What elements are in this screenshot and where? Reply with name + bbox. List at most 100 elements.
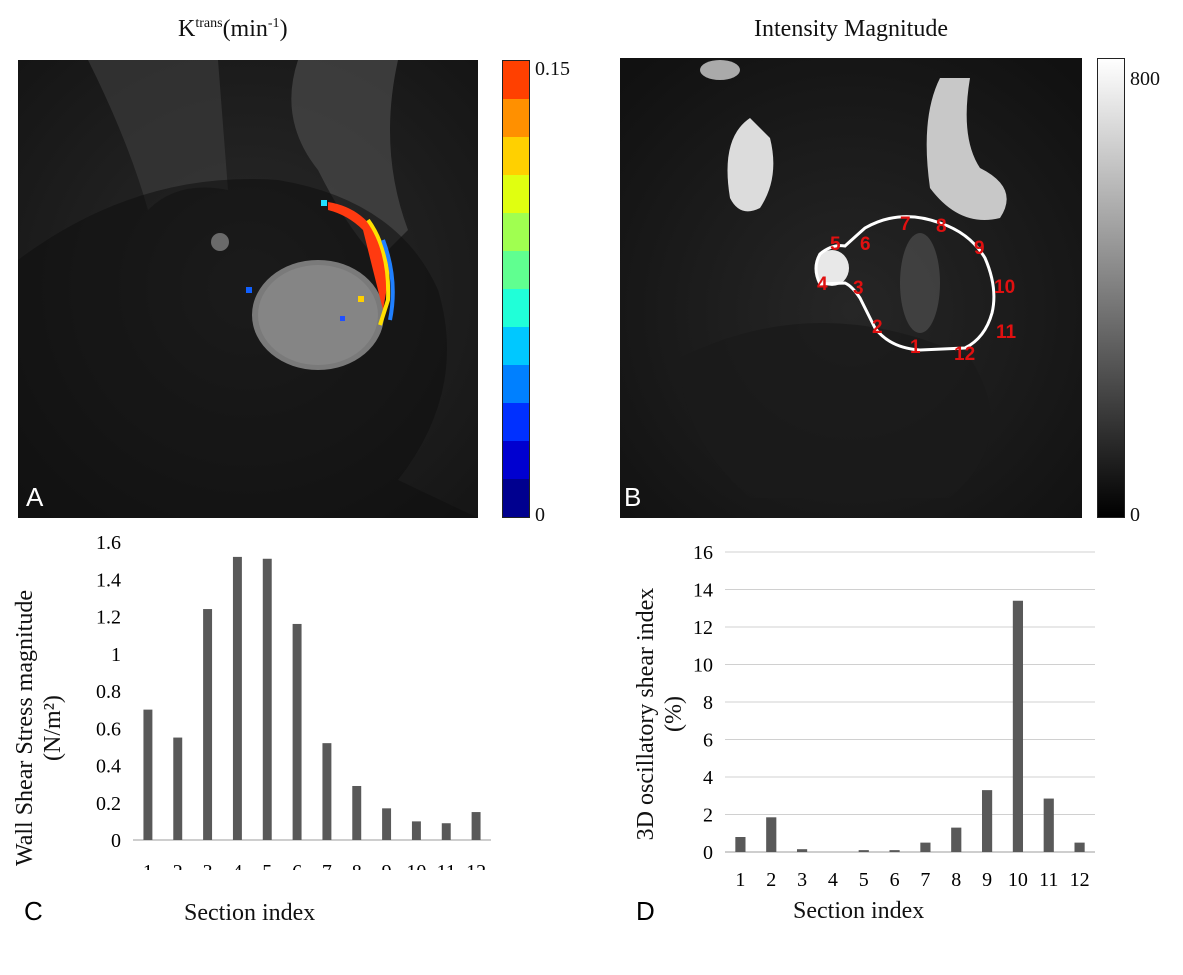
bar: [352, 785, 362, 840]
y-tick-label: 1.4: [96, 569, 121, 591]
panel-b-letter: B: [624, 482, 642, 512]
section-label: 1: [910, 337, 921, 358]
bar: [173, 737, 183, 840]
intensity-colorbar: [1097, 58, 1125, 518]
bar: [322, 743, 332, 840]
section-label: 5: [830, 234, 841, 255]
bar: [951, 827, 962, 852]
y-tick-label: 6: [703, 730, 713, 752]
bar: [889, 850, 900, 852]
x-tick-label: 8: [352, 861, 362, 870]
bar: [441, 823, 451, 840]
y-tick-label: 0.4: [96, 756, 121, 778]
section-label: 3: [853, 278, 864, 299]
colorbar-segment: [503, 327, 529, 365]
bar: [411, 821, 421, 840]
y-tick-label: 0.8: [96, 681, 121, 703]
y-tick-label: 8: [703, 692, 713, 714]
intensity-magnitude-image: 1 2 3 4 5 6 7 8 9 10 11 12: [620, 58, 1082, 518]
x-tick-label: 1: [735, 869, 745, 891]
section-label: 2: [872, 317, 883, 338]
y-tick-label: 0: [111, 830, 121, 852]
bar: [981, 790, 993, 852]
x-tick-label: 3: [203, 861, 213, 870]
y-tick-label: 0.6: [96, 718, 121, 740]
chart-c-ylabel: Wall Shear Stress magnitude (N/m²): [12, 590, 66, 867]
bar: [203, 609, 213, 840]
y-tick-label: 16: [693, 542, 713, 564]
bar: [471, 812, 481, 840]
y-tick-label: 10: [693, 655, 713, 677]
x-tick-label: 2: [173, 861, 183, 870]
x-tick-label: 8: [951, 869, 961, 891]
section-label: 4: [817, 274, 828, 295]
y-tick-label: 12: [693, 617, 713, 639]
bar: [143, 709, 153, 840]
bar: [858, 850, 869, 852]
y-tick-label: 14: [693, 580, 713, 602]
bar: [735, 837, 746, 852]
colorbar-segment: [503, 403, 529, 441]
y-tick-label: 0.2: [96, 793, 121, 815]
chart-c-xlabel: Section index: [184, 900, 316, 926]
bar: [232, 556, 242, 840]
x-tick-label: 6: [890, 869, 900, 891]
x-tick-label: 10: [1008, 869, 1028, 891]
colorbar-segment: [503, 175, 529, 213]
y-tick-label: 1.6: [96, 532, 121, 554]
x-tick-label: 7: [322, 861, 332, 870]
panel-a-letter: A: [26, 482, 44, 512]
colorbar-segment: [503, 365, 529, 403]
intensity-colorbar-min: 0: [1130, 504, 1140, 526]
x-tick-label: 6: [292, 861, 302, 870]
colorbar-segment: [503, 99, 529, 137]
colorbar-segment: [503, 213, 529, 251]
bar: [1074, 842, 1085, 852]
bar: [766, 817, 777, 852]
x-tick-label: 5: [262, 861, 272, 870]
ktrans-map-image: [18, 60, 478, 518]
x-tick-label: 10: [406, 861, 426, 870]
colorbar-segment: [503, 137, 529, 175]
chart-d-xlabel: Section index: [793, 898, 925, 924]
section-label: 8: [936, 216, 947, 237]
section-label: 9: [974, 238, 985, 259]
y-tick-label: 4: [703, 767, 713, 789]
vessel-contour: [814, 215, 996, 352]
ktrans-colorbar-max: 0.15: [535, 58, 570, 80]
y-tick-label: 0: [703, 842, 713, 864]
bar: [920, 842, 931, 852]
ktrans-map-drawing: [18, 60, 478, 518]
x-tick-label: 5: [859, 869, 869, 891]
intensity-colorbar-max: 800: [1130, 68, 1160, 90]
x-tick-label: 2: [766, 869, 776, 891]
section-label: 6: [860, 234, 871, 255]
panel-d-letter: D: [636, 896, 655, 926]
panel-a-title: Ktrans(min-1): [178, 16, 288, 42]
x-tick-label: 4: [828, 869, 838, 891]
section-label: 11: [996, 322, 1017, 343]
x-tick-label: 9: [982, 869, 992, 891]
y-tick-label: 1: [111, 644, 121, 666]
panel-c-letter: C: [24, 896, 43, 926]
x-tick-label: 12: [1070, 869, 1090, 891]
y-tick-label: 1.2: [96, 607, 121, 629]
ktrans-hotspot: [246, 200, 395, 326]
x-tick-label: 9: [382, 861, 392, 870]
bar: [1012, 600, 1024, 852]
colorbar-segment: [503, 61, 529, 99]
section-label: 12: [954, 344, 975, 365]
colorbar-segment: [503, 441, 529, 479]
section-label: 7: [900, 214, 911, 235]
bar: [1043, 798, 1054, 852]
colorbar-segment: [503, 251, 529, 289]
x-tick-label: 11: [437, 861, 456, 870]
x-tick-label: 1: [143, 861, 153, 870]
ktrans-colorbar-min: 0: [535, 504, 545, 526]
ktrans-colorbar: [502, 60, 530, 518]
bar: [382, 808, 392, 840]
